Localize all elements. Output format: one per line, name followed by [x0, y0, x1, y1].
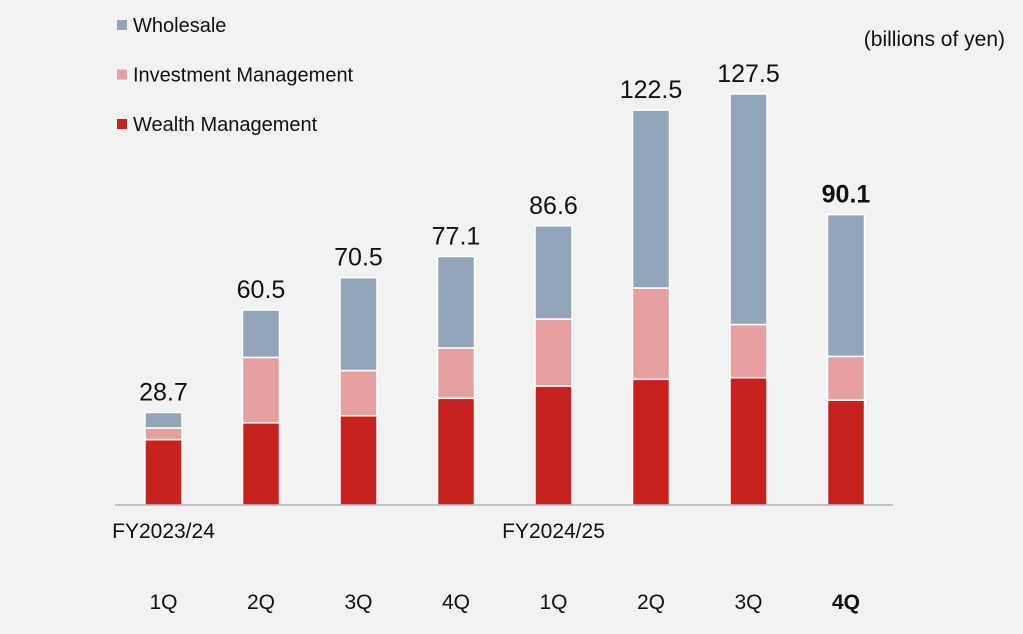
bar-stack-7: 90.1 [822, 181, 871, 506]
bar-segment-investment-management [436, 347, 476, 400]
bar-segment-wealth-management [339, 414, 378, 506]
bar-segment-wholesale [631, 109, 671, 289]
bar-stack-4: 86.6 [529, 192, 578, 506]
total-label: 60.5 [237, 276, 286, 304]
total-label: 122.5 [620, 76, 683, 104]
total-label: 77.1 [432, 223, 481, 251]
x-tick-label: 3Q [344, 591, 372, 614]
x-tick-label: 2Q [247, 591, 275, 614]
legend-swatch [117, 119, 127, 129]
bar-segment-wealth-management [534, 385, 573, 506]
legend-swatch [117, 20, 127, 30]
legend: Wholesale Investment Management Wealth Man… [117, 15, 354, 136]
bar-stack-3: 77.1 [432, 223, 481, 506]
bars: 28.7 60.5 70.5 77.1 86.6 122.5 127.5 90.1 [139, 60, 871, 506]
x-axis-labels: 1Q 2Q 3Q 4Q 1Q 2Q 3Q 4Q FY2023/24 FY2024/25 [112, 520, 860, 614]
legend-swatch [117, 69, 127, 80]
bar-segment-wholesale [144, 411, 183, 429]
bar-segment-investment-management [144, 427, 183, 441]
x-tick-label: 4Q [832, 591, 860, 614]
total-label: 86.6 [529, 192, 578, 220]
legend-item: Wealth Management [117, 114, 318, 136]
legend-item: Investment Management [117, 65, 354, 87]
bar-stack-1: 60.5 [237, 276, 286, 506]
bar-segment-investment-management [826, 355, 866, 401]
legend-label: Investment Management [133, 65, 354, 87]
total-label: 28.7 [139, 379, 188, 407]
bar-segment-wealth-management [826, 399, 866, 506]
total-label: 127.5 [717, 60, 780, 88]
bar-stack-2: 70.5 [334, 244, 383, 506]
legend-item: Wholesale [117, 15, 226, 37]
bar-segment-wealth-management [436, 397, 476, 506]
fiscal-year-label: FY2024/25 [502, 520, 605, 543]
bar-segment-wholesale [339, 276, 378, 372]
bar-segment-wealth-management [144, 438, 183, 506]
bar-segment-wholesale [436, 255, 476, 349]
bar-segment-wholesale [729, 93, 768, 326]
bar-segment-investment-management [631, 287, 671, 381]
bar-stack-0: 28.7 [139, 379, 188, 506]
bar-segment-investment-management [534, 318, 573, 387]
bar-segment-investment-management [339, 369, 378, 417]
bar-stack-6: 127.5 [717, 60, 780, 506]
bar-stack-5: 122.5 [620, 76, 683, 506]
bar-segment-investment-management [241, 356, 281, 424]
x-tick-label: 4Q [442, 591, 470, 614]
x-tick-label: 1Q [149, 591, 177, 614]
x-tick-label: 3Q [734, 591, 762, 614]
bar-segment-wholesale [241, 309, 281, 359]
bar-segment-investment-management [729, 323, 768, 379]
total-label: 70.5 [334, 244, 383, 272]
total-label: 90.1 [822, 181, 871, 209]
fiscal-year-label: FY2023/24 [112, 520, 215, 543]
bar-segment-wholesale [826, 213, 866, 358]
x-tick-label: 2Q [637, 591, 665, 614]
bar-segment-wealth-management [241, 422, 281, 506]
bar-segment-wholesale [534, 225, 573, 320]
legend-label: Wealth Management [133, 114, 318, 136]
legend-label: Wholesale [133, 15, 226, 37]
x-tick-label: 1Q [539, 591, 567, 614]
bar-segment-wealth-management [631, 378, 671, 506]
unit-note: (billions of yen) [864, 28, 1005, 51]
bar-segment-wealth-management [729, 376, 768, 506]
